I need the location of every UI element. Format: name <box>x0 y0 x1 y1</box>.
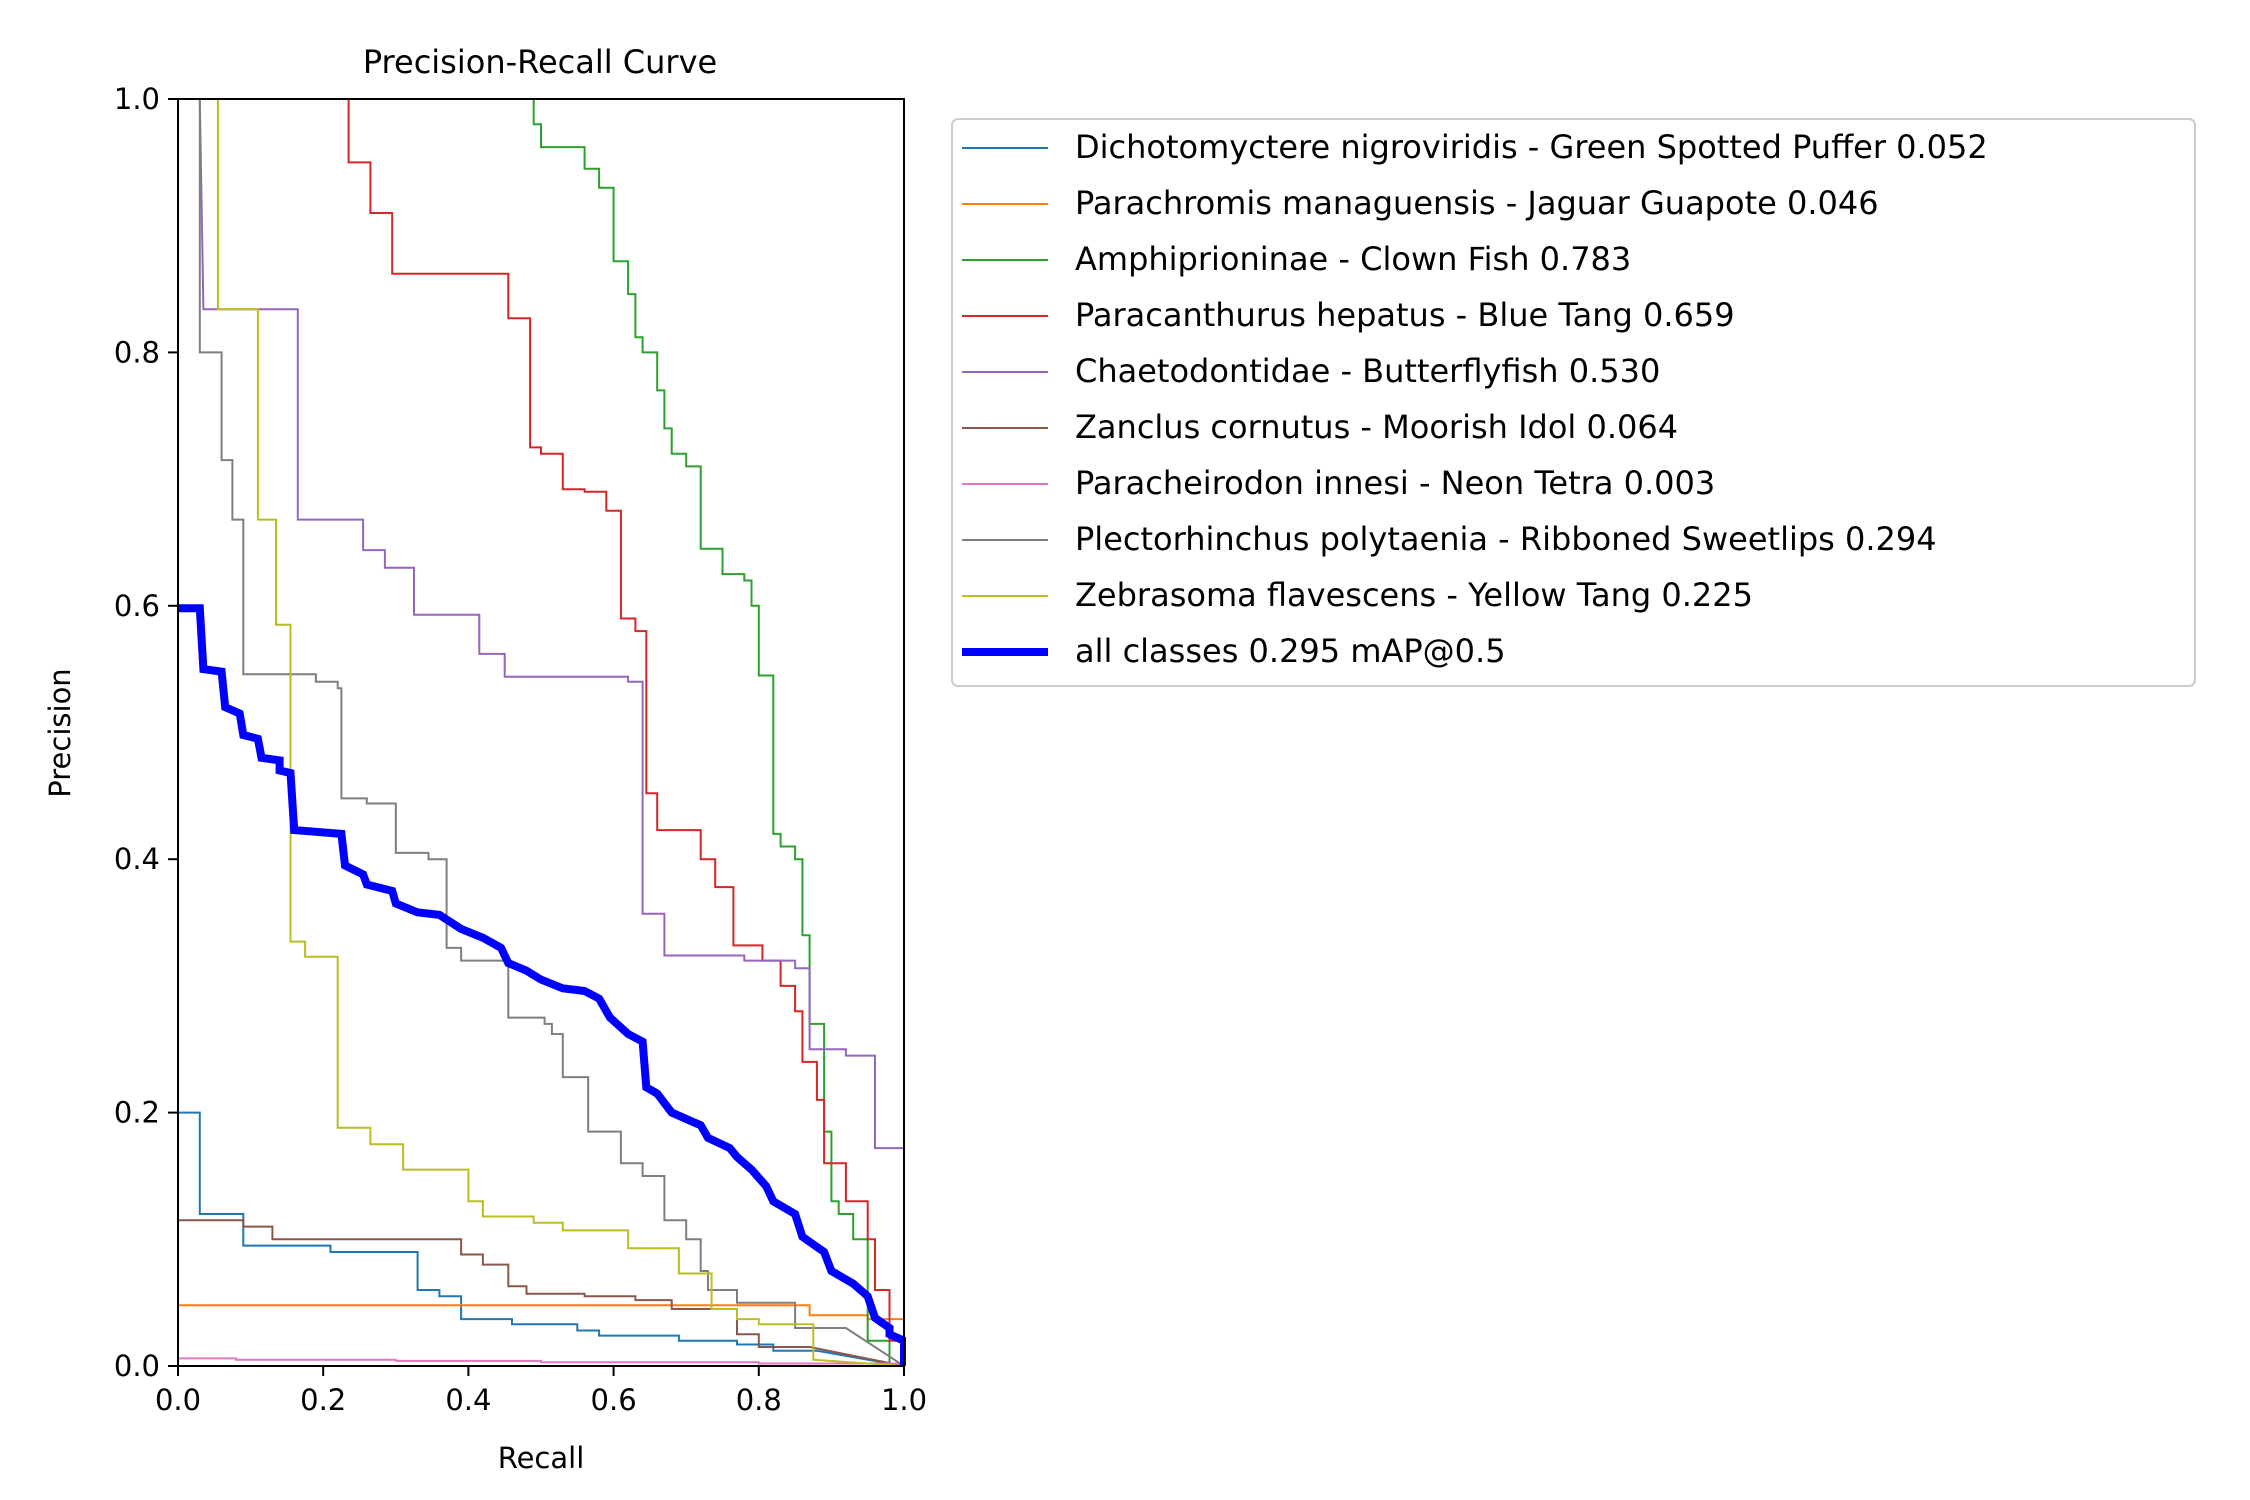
x-axis: 0.0 0.2 0.4 0.6 0.8 1.0 <box>155 1366 927 1417</box>
series-line-7 <box>178 1357 904 1365</box>
y-tick-label: 0.0 <box>114 1349 160 1383</box>
legend: Dichotomyctere nigroviridis - Green Spot… <box>951 118 2196 687</box>
legend-label: Paracanthurus hepatus - Blue Tang 0.659 <box>1075 296 1735 334</box>
legend-label: all classes 0.295 mAP@0.5 <box>1075 632 1506 670</box>
legend-entries: Dichotomyctere nigroviridis - Green Spot… <box>962 128 1988 670</box>
y-tick-label: 1.0 <box>114 82 160 116</box>
y-tick-label: 0.2 <box>114 1096 160 1130</box>
y-tick-label: 0.6 <box>114 589 160 623</box>
series-line-5 <box>198 98 905 1366</box>
series-line-6 <box>178 1219 905 1367</box>
y-axis: 0.0 0.2 0.4 0.6 0.8 1.0 <box>114 82 178 1383</box>
x-tick-label: 0.8 <box>736 1383 782 1417</box>
legend-entry: Amphiprioninae - Clown Fish 0.783 <box>962 240 1631 278</box>
series-line-1 <box>178 1111 905 1367</box>
x-tick-label: 0.0 <box>155 1383 201 1417</box>
legend-label: Paracheirodon innesi - Neon Tetra 0.003 <box>1075 464 1715 502</box>
x-tick-label: 0.6 <box>591 1383 637 1417</box>
x-tick-label: 1.0 <box>881 1383 927 1417</box>
legend-frame <box>951 118 2196 687</box>
legend-entry: Chaetodontidae - Butterflyfish 0.530 <box>962 352 1660 390</box>
legend-entry: Zanclus cornutus - Moorish Idol 0.064 <box>962 408 1678 446</box>
series-line-10 <box>178 604 906 1366</box>
series-line-8 <box>198 99 905 1367</box>
legend-entry: Plectorhinchus polytaenia - Ribboned Swe… <box>962 520 1937 558</box>
x-axis-label: Recall <box>498 1441 585 1475</box>
legend-entry: Paracheirodon innesi - Neon Tetra 0.003 <box>962 464 1715 502</box>
legend-label: Plectorhinchus polytaenia - Ribboned Swe… <box>1075 520 1937 558</box>
legend-label: Amphiprioninae - Clown Fish 0.783 <box>1075 240 1631 278</box>
legend-label: Dichotomyctere nigroviridis - Green Spot… <box>1075 128 1988 166</box>
y-axis-label: Precision <box>43 668 77 797</box>
legend-label: Parachromis managuensis - Jaguar Guapote… <box>1075 184 1879 222</box>
x-tick-label: 0.4 <box>445 1383 491 1417</box>
chart-title: Precision-Recall Curve <box>363 43 717 81</box>
legend-entry: Paracanthurus hepatus - Blue Tang 0.659 <box>962 296 1735 334</box>
series-line-4 <box>347 99 904 1342</box>
legend-label: Zanclus cornutus - Moorish Idol 0.064 <box>1075 408 1678 446</box>
legend-entry: Zebrasoma flavescens - Yellow Tang 0.225 <box>962 576 1753 614</box>
series-line-9 <box>216 99 905 1367</box>
legend-entry: Parachromis managuensis - Jaguar Guapote… <box>962 184 1879 222</box>
y-tick-label: 0.8 <box>114 335 160 369</box>
y-tick-label: 0.4 <box>114 842 160 876</box>
series-layer <box>178 98 906 1367</box>
series-line-3 <box>532 99 904 1367</box>
legend-entry: all classes 0.295 mAP@0.5 <box>962 632 1506 670</box>
plot-frame <box>177 98 905 1367</box>
legend-entry: Dichotomyctere nigroviridis - Green Spot… <box>962 128 1988 166</box>
x-tick-label: 0.2 <box>300 1383 346 1417</box>
legend-label: Zebrasoma flavescens - Yellow Tang 0.225 <box>1075 576 1753 614</box>
legend-label: Chaetodontidae - Butterflyfish 0.530 <box>1075 352 1660 390</box>
